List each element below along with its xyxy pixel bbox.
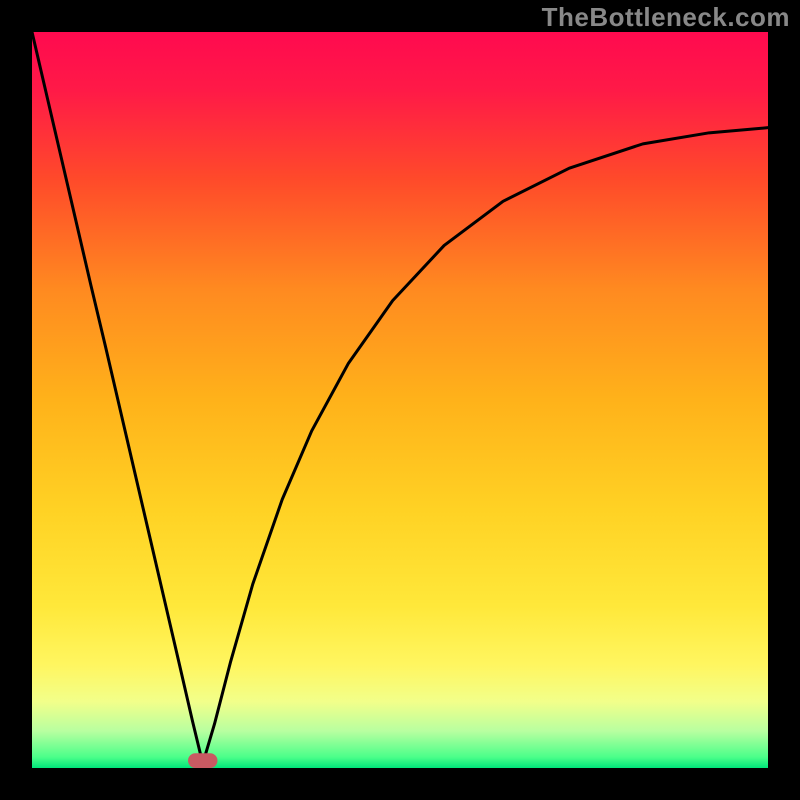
- bottleneck-chart: [0, 0, 800, 800]
- optimum-marker: [188, 753, 217, 768]
- chart-root: TheBottleneck.com: [0, 0, 800, 800]
- watermark-text: TheBottleneck.com: [542, 2, 790, 33]
